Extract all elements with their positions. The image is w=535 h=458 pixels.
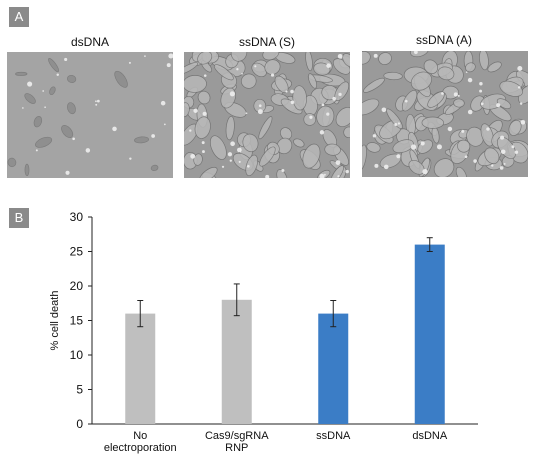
bar: [414, 244, 445, 424]
micrograph-ssdna-a: [362, 51, 528, 177]
micrograph-title-dsdna: dsDNA: [70, 35, 109, 49]
y-tick-label: 15: [70, 314, 84, 328]
x-tick-label: ssDNA: [316, 430, 351, 442]
y-tick-label: 30: [70, 210, 84, 224]
micrograph-texture: [362, 51, 528, 177]
micrograph-title-ssdna-a: ssDNA (A): [415, 33, 472, 47]
micrograph-ssdna-s-image: [184, 52, 350, 178]
micrograph-dsdna-image: [7, 52, 173, 178]
x-tick-label: Cas9/sgRNA: [205, 430, 269, 442]
y-tick-label: 10: [70, 348, 84, 362]
x-tick-label: No: [133, 430, 147, 442]
bar-chart: 0 5 10 15 20 25 30 % cell death Noelectroporatio…: [49, 210, 478, 454]
panel-label-a: A: [9, 7, 29, 27]
y-tick-label: 25: [70, 245, 84, 259]
x-tick-label: dsDNA: [412, 430, 448, 442]
micrograph-texture: [184, 52, 350, 178]
micrograph-dsdna: [7, 52, 173, 178]
bar: [221, 299, 252, 424]
x-tick-label: RNP: [225, 442, 248, 454]
bar: [318, 313, 349, 424]
micrograph-texture: [7, 53, 173, 177]
y-tick-label: 20: [70, 279, 84, 293]
y-tick-label: 5: [76, 383, 83, 397]
y-tick-label: 0: [76, 417, 83, 431]
micrograph-ssdna-a-image: [362, 51, 528, 177]
micrograph-ssdna-s: [184, 52, 350, 178]
y-axis-title: % cell death: [49, 291, 61, 351]
bar: [125, 313, 156, 424]
x-tick-label: electroporation: [104, 442, 177, 454]
panel-label-b: B: [9, 208, 29, 228]
micrograph-title-ssdna-s: ssDNA (S): [238, 35, 295, 49]
